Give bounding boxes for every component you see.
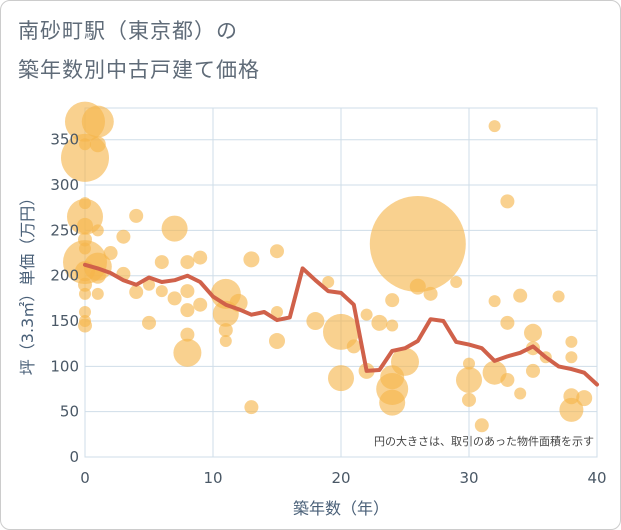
bubble-point	[79, 305, 91, 318]
bubble-point	[180, 303, 195, 318]
bubble-point	[423, 286, 438, 301]
bubble-point	[552, 290, 565, 303]
bubble-point	[180, 255, 195, 270]
bubble-point	[91, 287, 104, 300]
bubble-point	[360, 308, 373, 321]
bubble-point	[154, 255, 169, 270]
y-tick-label: 250	[50, 221, 79, 239]
y-tick-label: 350	[50, 131, 79, 149]
y-tick-label: 0	[69, 448, 79, 466]
bubble-point	[180, 284, 195, 299]
y-tick-label: 50	[60, 403, 79, 421]
bubble-point	[271, 305, 283, 318]
bubble-point	[81, 105, 114, 138]
bubble-point	[77, 217, 93, 234]
bubble-point	[450, 276, 463, 289]
bubble-point	[129, 208, 144, 223]
bubble-point	[244, 400, 259, 415]
bubble-point	[500, 372, 515, 387]
axis-ticks: 0 50 100 150 200 250 300 350 0 10 20 30 40	[50, 131, 606, 487]
bubble-point	[78, 318, 92, 333]
bubble-point	[514, 387, 527, 400]
y-tick-label: 300	[50, 176, 79, 194]
bubble-point	[328, 365, 354, 392]
bubble-point	[89, 136, 106, 153]
bubble-point	[173, 338, 202, 367]
bubble-point	[167, 291, 182, 306]
bubble-point	[193, 297, 208, 312]
x-tick-label: 40	[587, 469, 606, 487]
bubble-point	[103, 246, 118, 261]
bubble-point	[463, 357, 475, 370]
average-line-series	[83, 262, 599, 387]
x-axis-title: 築年数（年）	[293, 499, 389, 518]
bubble-point	[116, 229, 131, 244]
x-tick-label: 30	[459, 469, 478, 487]
bubble-point	[386, 319, 399, 332]
bubble-point	[322, 276, 335, 289]
bubble-point	[129, 285, 144, 300]
bubble-series	[61, 101, 593, 433]
x-tick-label: 10	[203, 469, 222, 487]
bubble-point	[79, 287, 91, 300]
bubble-point	[409, 278, 426, 295]
y-tick-label: 100	[50, 357, 79, 375]
bubble-point	[142, 315, 156, 330]
bubble-point	[500, 194, 515, 209]
chart-title-line-1: 南砂町駅（東京都）の	[18, 19, 238, 43]
bubble-point	[143, 278, 155, 291]
bubble-point	[526, 363, 540, 378]
y-axis-title: 坪（3.3㎡）単価（万円）	[18, 190, 37, 375]
x-tick-label: 0	[80, 469, 90, 487]
bubble-point	[180, 327, 195, 342]
bubble-point	[306, 312, 325, 331]
bubble-point	[269, 332, 285, 349]
bubble-point	[391, 347, 419, 376]
bubble-point	[385, 293, 400, 308]
bubble-point	[161, 215, 188, 242]
chart-title-line-2: 築年数別中古戸建て価格	[18, 58, 260, 82]
bubble-point	[270, 244, 284, 259]
bubble-point	[371, 314, 388, 331]
bubble-point	[243, 251, 260, 268]
bubble-point	[79, 138, 91, 151]
bubble-point	[218, 323, 233, 338]
bubble-point	[346, 339, 361, 354]
y-tick-label: 150	[50, 312, 79, 330]
bubble-point	[559, 397, 584, 422]
average-price-line	[83, 262, 599, 387]
bubble-point	[462, 392, 476, 407]
bubble-point	[488, 295, 501, 308]
bubble-point	[565, 335, 578, 348]
bubble-point	[524, 323, 542, 342]
bubble-point	[155, 285, 168, 298]
bubble-point	[456, 366, 482, 393]
bubble-point	[500, 315, 515, 330]
bubble-point	[193, 250, 208, 265]
bubble-point	[91, 224, 104, 237]
bubble-point	[78, 277, 92, 292]
bubble-point	[369, 195, 466, 292]
bubble-point	[565, 351, 578, 364]
bubble-point	[576, 390, 593, 407]
bubble-point	[513, 288, 528, 303]
bubble-point	[219, 334, 232, 347]
x-tick-label: 20	[331, 469, 350, 487]
bubble-size-note: 円の大きさは、取引のあった物件面積を示す	[374, 434, 594, 448]
bubble-point	[474, 418, 489, 433]
y-tick-label: 200	[50, 267, 79, 285]
bubble-point	[488, 120, 501, 133]
